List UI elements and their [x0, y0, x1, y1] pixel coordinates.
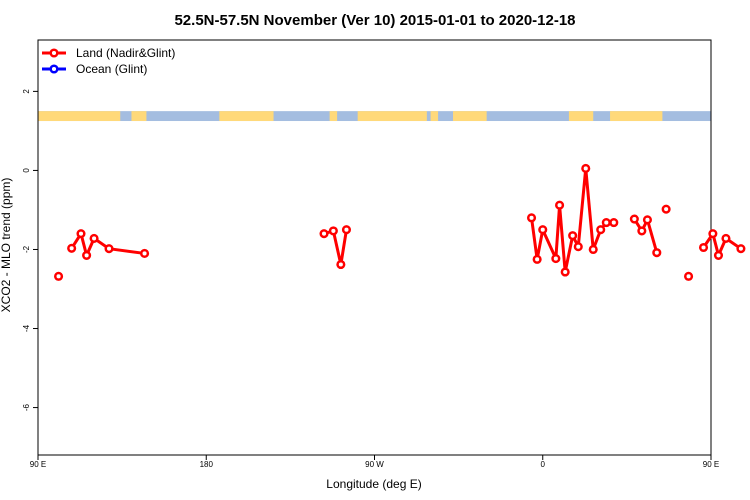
data-point	[532, 254, 542, 264]
data-point	[652, 248, 662, 258]
land-band-segment	[38, 111, 121, 122]
data-point	[54, 271, 64, 281]
data-point	[708, 229, 718, 239]
x-tick-label: 90 E	[703, 460, 719, 469]
data-point	[538, 225, 548, 235]
chart-title: 52.5N-57.5N November (Ver 10) 2015-01-01…	[174, 12, 575, 29]
data-point	[104, 244, 114, 254]
legend-land-marker	[49, 48, 59, 58]
x-tick-label: 90 W	[365, 460, 384, 469]
land-band-segment	[610, 111, 663, 122]
y-tick-label: -6	[22, 403, 31, 411]
land-band-segment	[219, 111, 274, 122]
series-land	[54, 163, 746, 281]
land-band-segment	[329, 111, 338, 122]
data-point	[76, 229, 86, 239]
data-point	[661, 204, 671, 214]
data-point	[89, 233, 99, 243]
data-point	[555, 200, 565, 210]
land-band-segment	[357, 111, 427, 122]
data-point	[642, 215, 652, 225]
legend-ocean-label: Ocean (Glint)	[76, 62, 147, 76]
data-point	[551, 254, 561, 264]
data-point	[637, 226, 647, 236]
data-point	[336, 259, 346, 270]
plot-frame	[37, 39, 712, 456]
y-tick-label: 0	[22, 168, 31, 173]
data-point	[573, 242, 583, 252]
x-tick-label: 0	[541, 460, 546, 469]
series-line	[323, 229, 348, 266]
data-point	[736, 244, 746, 254]
legend-ocean-marker	[49, 64, 59, 74]
x-tick-label: 90 E	[30, 460, 46, 469]
data-point	[526, 213, 537, 223]
land-ocean-band	[38, 111, 711, 122]
y-tick-label: 2	[22, 89, 31, 94]
data-point	[319, 229, 329, 239]
y-tick-label: -2	[22, 245, 31, 253]
land-band-segment	[430, 111, 439, 122]
y-axis: 2 0 -2 -4 -6	[22, 89, 38, 411]
data-point	[328, 226, 338, 236]
data-point	[581, 163, 591, 174]
data-point	[560, 267, 570, 277]
data-point	[609, 218, 619, 228]
data-point	[713, 250, 724, 260]
x-axis: 90 E 180 90 W 0 90 E	[30, 455, 719, 469]
data-point	[629, 214, 639, 224]
legend: Land (Nadir&Glint) Ocean (Glint)	[42, 46, 175, 76]
data-point	[67, 243, 77, 253]
series-line	[633, 218, 659, 254]
x-tick-label: 180	[200, 460, 214, 469]
data-point	[601, 218, 611, 228]
data-point	[568, 231, 578, 241]
x-axis-label: Longitude (deg E)	[326, 477, 421, 491]
land-band-segment	[131, 111, 147, 122]
data-point	[721, 233, 731, 243]
series-line	[530, 166, 614, 274]
y-tick-label: -4	[22, 324, 31, 332]
data-point	[596, 225, 606, 235]
data-point	[82, 250, 92, 260]
data-point	[140, 248, 150, 258]
legend-land-label: Land (Nadir&Glint)	[76, 46, 175, 60]
y-axis-label: XCO2 - MLO trend (ppm)	[0, 178, 13, 313]
data-point	[588, 244, 598, 255]
data-point	[684, 271, 694, 281]
data-point	[341, 225, 352, 235]
data-point	[698, 242, 709, 253]
land-band-segment	[453, 111, 487, 122]
land-band-segment	[568, 111, 594, 122]
